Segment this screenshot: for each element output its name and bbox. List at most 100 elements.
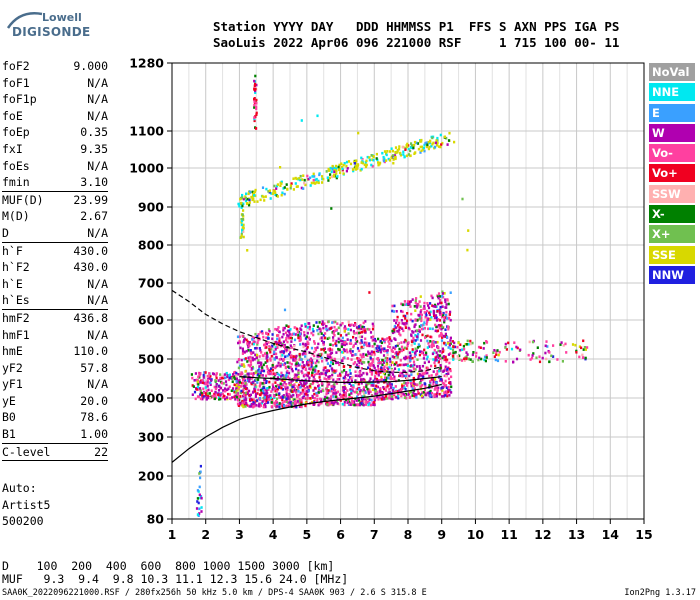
echo-point — [352, 335, 355, 339]
echo-point — [296, 377, 299, 380]
echo-point — [296, 374, 299, 377]
echo-point — [445, 310, 448, 314]
echo-point — [338, 348, 341, 351]
echo-point — [405, 396, 408, 400]
echo-point — [398, 350, 401, 354]
echo-point — [354, 379, 357, 382]
echo-point — [364, 320, 367, 323]
echo-point — [380, 398, 383, 401]
echo-point — [257, 333, 260, 336]
echo-point — [247, 349, 250, 352]
echo-point — [379, 339, 382, 343]
echo-point — [385, 153, 388, 157]
echo-point — [370, 403, 373, 407]
echo-point — [314, 348, 318, 352]
echo-point — [445, 336, 449, 339]
echo-point — [414, 329, 417, 333]
echo-point — [272, 372, 275, 375]
echo-point — [386, 358, 389, 362]
echo-point — [391, 154, 395, 157]
echo-point — [262, 369, 266, 373]
echo-point — [293, 344, 296, 348]
echo-point — [413, 363, 416, 367]
echo-point — [237, 398, 240, 402]
echo-point — [446, 143, 449, 146]
echo-point — [399, 389, 402, 393]
echo-point — [403, 300, 406, 303]
echo-point — [303, 393, 306, 396]
echo-point — [233, 390, 236, 394]
echo-point — [414, 350, 417, 354]
echo-point — [456, 355, 459, 358]
echo-point — [315, 364, 318, 368]
echo-point — [360, 345, 363, 349]
echo-point — [243, 403, 246, 407]
echo-point — [275, 187, 278, 190]
echo-point — [250, 352, 253, 356]
muf-distance-table: D 100 200 400 600 800 1000 1500 3000 [km… — [2, 560, 348, 586]
echo-point — [302, 345, 305, 349]
echo-point — [449, 352, 452, 355]
echo-point — [286, 361, 289, 364]
param-row: foF2 9.000 — [2, 58, 108, 75]
echo-point — [285, 383, 288, 386]
echo-point — [369, 370, 372, 373]
profile-curve-1 — [171, 289, 442, 373]
echo-point — [548, 351, 551, 354]
echo-point — [328, 349, 331, 352]
echo-point — [386, 376, 389, 380]
echo-point — [274, 191, 277, 194]
echo-point — [370, 398, 373, 402]
echo-point — [255, 111, 258, 115]
echo-point — [246, 197, 249, 201]
echo-point — [288, 403, 291, 407]
echo-point — [237, 383, 240, 386]
param-row: MUF(D) 23.99 — [2, 192, 108, 209]
echo-point — [238, 379, 241, 382]
echo-point — [388, 346, 392, 349]
echo-point — [357, 357, 360, 360]
echo-point — [448, 394, 451, 397]
echo-point — [434, 329, 437, 333]
echo-point — [319, 330, 322, 333]
echo-point — [256, 341, 259, 344]
echo-point — [288, 382, 291, 385]
echo-point — [240, 202, 243, 205]
echo-point — [413, 382, 416, 386]
chart-curves — [171, 289, 442, 463]
echo-point — [416, 304, 419, 307]
echo-point — [213, 394, 216, 398]
echo-point — [345, 342, 348, 346]
echo-point — [438, 308, 441, 312]
echo-point — [320, 356, 323, 360]
echo-point — [249, 349, 252, 352]
x-tick-label: 13 — [568, 527, 585, 542]
param-separator — [2, 460, 108, 462]
param-row: B1 1.00 — [2, 426, 108, 443]
echo-point — [396, 344, 399, 347]
echo-point — [321, 181, 324, 184]
echo-point — [398, 363, 401, 367]
echo-point — [323, 336, 326, 340]
echo-point — [199, 381, 202, 384]
echo-point — [444, 394, 447, 397]
echo-point — [275, 403, 279, 407]
echo-point — [408, 391, 411, 394]
echo-point — [399, 374, 402, 378]
echo-point — [357, 131, 360, 135]
echo-point — [388, 159, 392, 162]
echo-point — [325, 378, 328, 381]
echo-point — [528, 340, 531, 344]
echo-point — [259, 381, 262, 385]
param-row: D N/A — [2, 225, 108, 242]
echo-point — [221, 375, 224, 378]
muf-row: MUF 9.3 9.4 9.8 10.3 11.1 12.3 15.6 24.0… — [2, 572, 349, 586]
echo-point — [418, 367, 422, 370]
echo-point — [334, 400, 337, 404]
echo-point — [331, 362, 335, 366]
echo-point — [527, 353, 530, 357]
echo-point — [282, 187, 285, 190]
echo-point — [326, 362, 329, 365]
echo-point — [478, 356, 481, 360]
echo-point — [358, 403, 362, 407]
